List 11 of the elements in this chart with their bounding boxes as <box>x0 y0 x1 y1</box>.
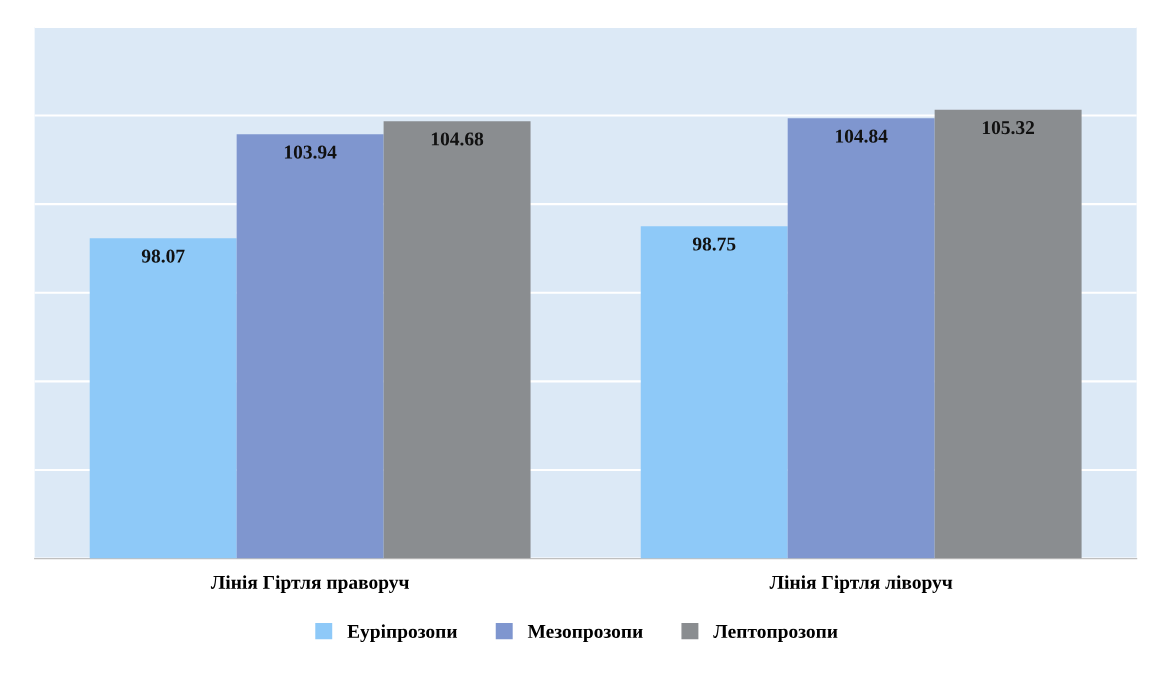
legend-label: Лептопрозопи <box>713 625 838 642</box>
legend-label: Еуріпрозопи <box>347 624 458 643</box>
data-label: 98.07 <box>141 249 185 263</box>
legend-label: Мезопрозопи <box>527 625 643 642</box>
data-label: 104.68 <box>431 132 484 146</box>
x-tick-label: Лінія Гіртля ліворуч <box>769 575 953 593</box>
data-label: 103.94 <box>284 145 337 159</box>
x-tick-label: Лінія Гіртля праворуч <box>210 575 409 593</box>
data-label: 104.84 <box>835 129 888 143</box>
data-label: 105.32 <box>982 121 1035 135</box>
data-label: 98.75 <box>692 237 736 251</box>
